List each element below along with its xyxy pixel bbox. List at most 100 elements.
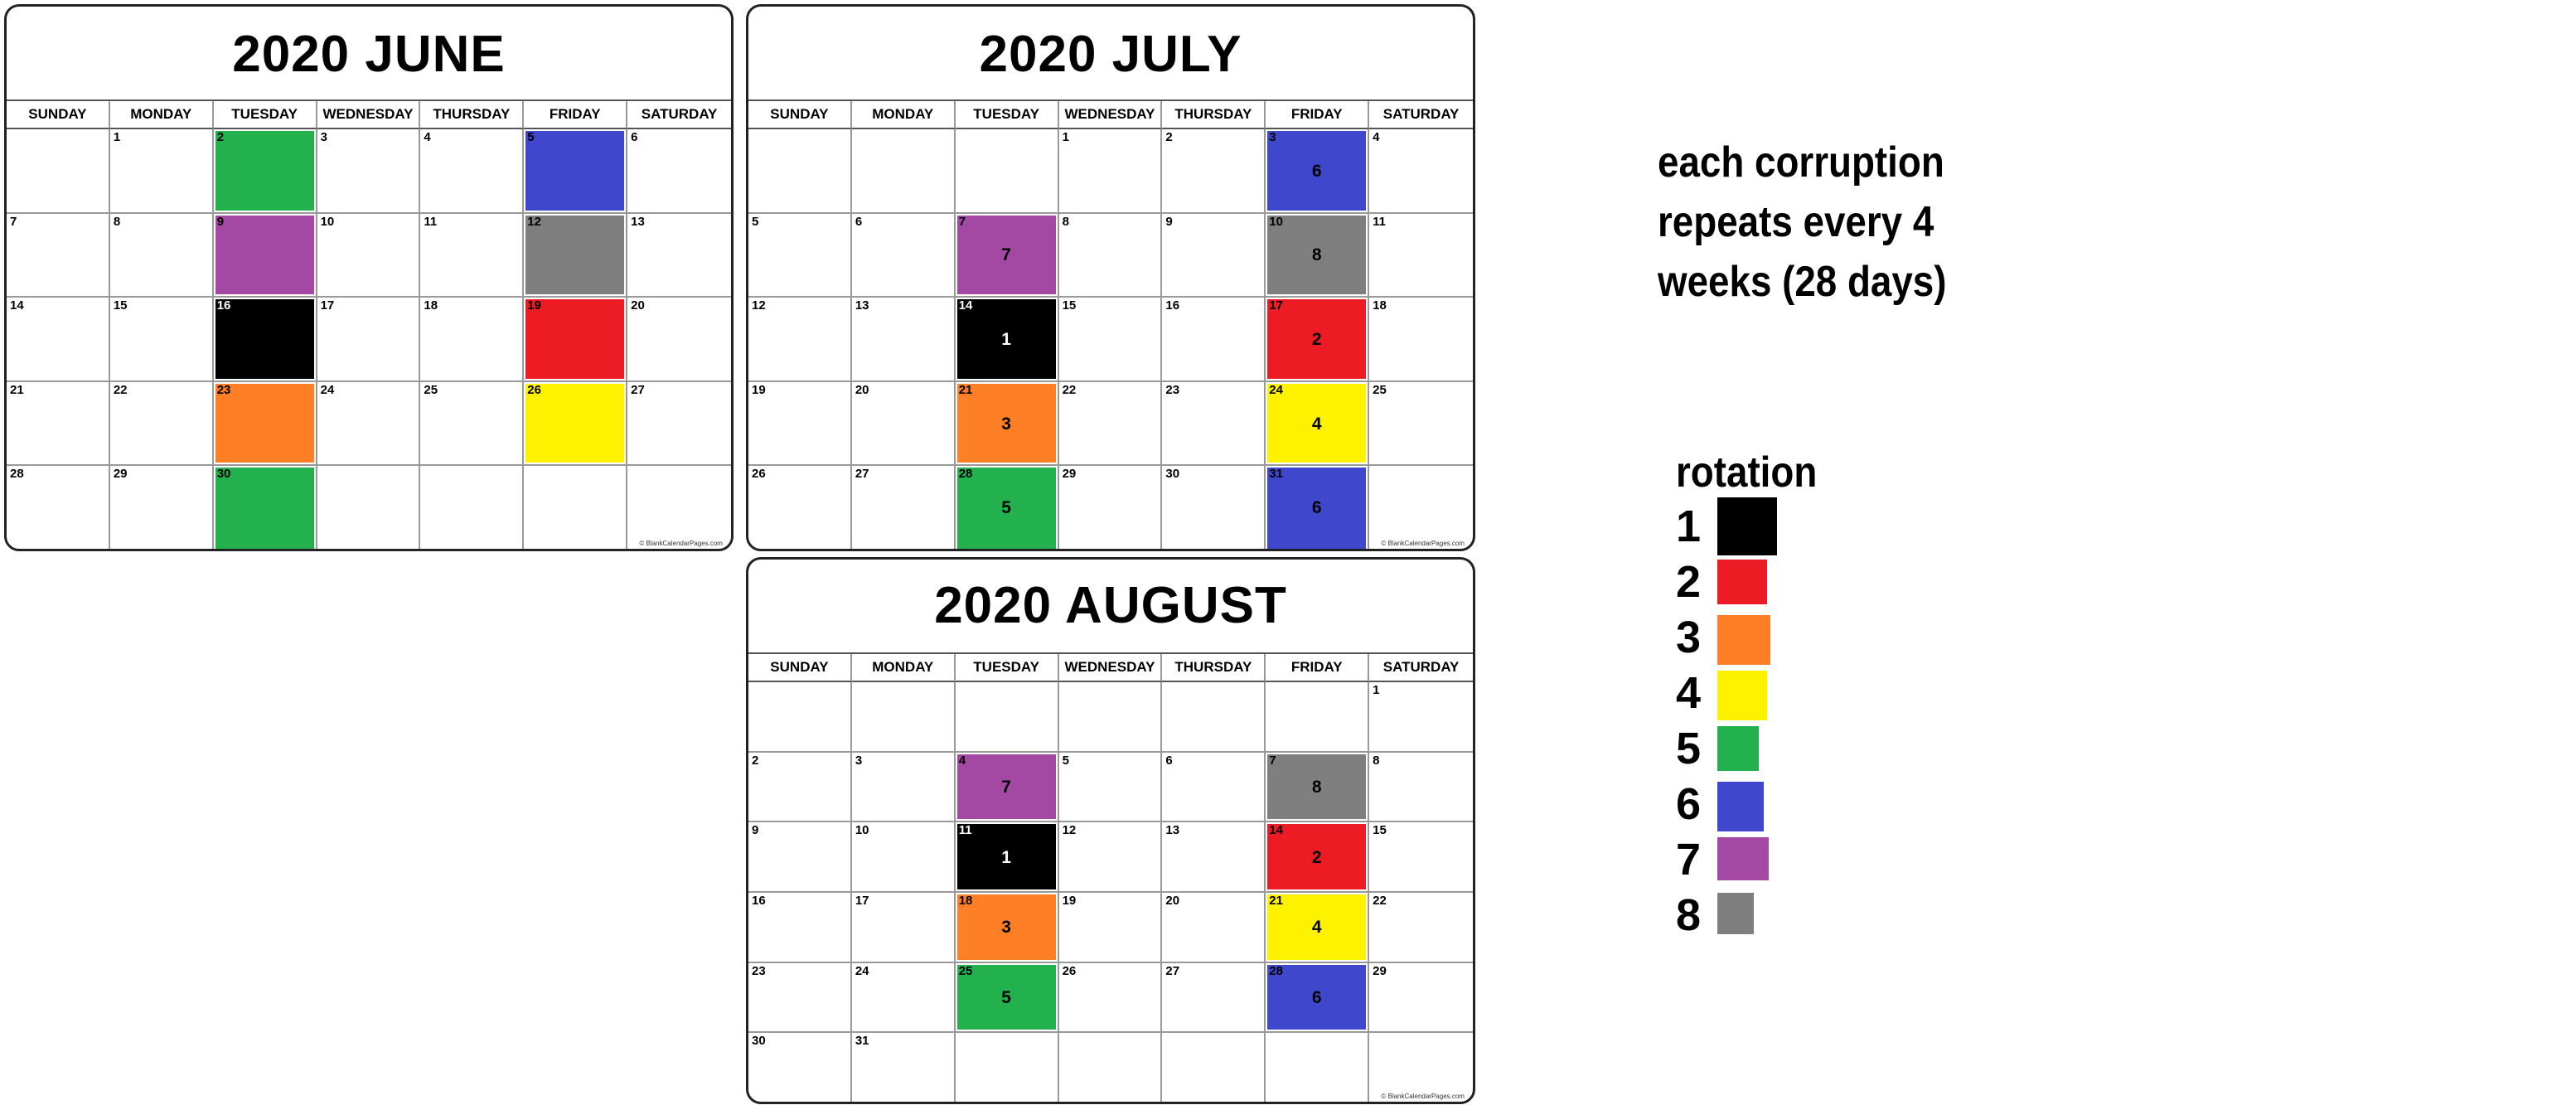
day-cell: 18 <box>420 298 525 382</box>
rotation-number: 5 <box>1001 987 1011 1007</box>
weekday-header: MONDAY <box>851 654 956 682</box>
day-cell: 11 <box>420 213 525 298</box>
day-number: 5 <box>527 130 535 144</box>
day-number: 31 <box>855 1034 869 1049</box>
weekday-header: FRIDAY <box>1266 654 1370 682</box>
day-cell: 28 <box>7 466 110 549</box>
day-cell <box>748 682 852 753</box>
day-cell: 31 <box>852 1033 956 1102</box>
day-cell: 8 <box>1369 753 1473 823</box>
weekday-header: SATURDAY <box>627 101 731 129</box>
rotation-number: 3 <box>1001 918 1011 938</box>
day-number: 24 <box>320 382 335 397</box>
day-number: 14 <box>958 298 973 313</box>
day-cell: © BlankCalendarPages.com <box>1369 1033 1473 1102</box>
day-cell: 16 <box>748 893 852 963</box>
day-cell: 16 <box>213 298 317 382</box>
day-cell: 22 <box>109 381 214 467</box>
weekday-header: FRIDAY <box>524 101 628 129</box>
legend-number: 1 <box>1676 502 1702 551</box>
day-number: 11 <box>424 214 438 229</box>
corruption-highlight <box>1267 468 1367 549</box>
day-cell <box>851 129 956 214</box>
day-cell: © BlankCalendarPages.com <box>1369 466 1473 549</box>
day-number: 6 <box>1165 753 1173 768</box>
day-cell <box>317 466 421 549</box>
legend-title: rotation <box>1676 448 1818 497</box>
rotation-number: 1 <box>1001 329 1011 349</box>
weekday-header: THURSDAY <box>1162 654 1266 682</box>
corruption-highlight <box>215 131 314 211</box>
corruption-highlight <box>1267 964 1367 1030</box>
day-number: 4 <box>958 753 966 768</box>
day-cell: 19 <box>524 298 628 382</box>
day-number: 3 <box>1269 130 1276 144</box>
day-cell: 5 <box>1058 752 1163 823</box>
corruption-highlight <box>956 215 1056 295</box>
corruption-highlight <box>215 468 314 549</box>
day-number: 7 <box>958 214 966 229</box>
note-line: each corruption <box>1658 138 1944 187</box>
day-number: 21 <box>10 382 24 397</box>
corruption-highlight <box>956 754 1056 820</box>
day-cell: 30 <box>1162 466 1266 549</box>
day-number: 1 <box>1373 683 1380 697</box>
day-number: 1 <box>113 130 121 144</box>
day-number: 6 <box>631 130 638 144</box>
day-number: 28 <box>10 467 24 482</box>
day-cell: 25 <box>420 381 525 467</box>
day-number: 25 <box>424 382 438 397</box>
day-number: 8 <box>113 214 121 229</box>
weekday-header: THURSDAY <box>420 101 525 129</box>
corruption-highlight <box>956 383 1056 463</box>
day-number: 10 <box>855 823 869 838</box>
rotation-number: 8 <box>1311 777 1322 797</box>
day-number: 5 <box>752 214 759 229</box>
day-number: 27 <box>631 382 645 397</box>
weekday-header: TUESDAY <box>955 101 1059 129</box>
day-cell: 22 <box>1058 381 1163 467</box>
day-cell: 14 <box>7 298 110 382</box>
day-cell: 6 <box>627 129 731 214</box>
day-number: 17 <box>1269 298 1283 313</box>
legend-swatch <box>1717 726 1759 771</box>
day-cell: 3 <box>317 129 421 214</box>
day-number: 16 <box>216 298 231 313</box>
day-cell: 30 <box>214 466 317 549</box>
day-cell: 3 21 <box>955 381 1059 467</box>
day-number: 28 <box>958 467 973 482</box>
day-cell: 4 <box>1369 129 1473 214</box>
day-number: 13 <box>1165 823 1180 838</box>
day-cell: 20 <box>1162 893 1266 963</box>
legend-number: 7 <box>1676 835 1702 884</box>
day-cell: 2 <box>213 129 317 214</box>
day-cell: 22 <box>1369 893 1473 963</box>
day-number: 9 <box>216 214 225 229</box>
day-cell: 10 <box>851 822 956 893</box>
day-number: 7 <box>10 214 17 229</box>
day-number: 19 <box>752 382 766 397</box>
day-number: 10 <box>1269 214 1283 229</box>
calendar-title: 2020 JULY <box>979 26 1242 83</box>
day-cell: 17 <box>851 893 956 963</box>
corruption-highlight <box>956 964 1056 1030</box>
day-cell: 12 <box>1058 822 1163 893</box>
rotation-number: 4 <box>1311 414 1322 434</box>
day-number: 29 <box>1373 963 1387 978</box>
corruption-highlight <box>1267 131 1367 211</box>
weekday-header: WEDNESDAY <box>1058 101 1163 129</box>
day-number: 20 <box>631 298 645 313</box>
day-cell: 4 21 <box>1266 893 1370 963</box>
day-number: 8 <box>1373 753 1380 768</box>
day-cell: 27 <box>852 466 956 549</box>
day-number: 22 <box>1062 382 1077 397</box>
day-number: 9 <box>1165 214 1173 229</box>
credit-text: © BlankCalendarPages.com <box>639 539 723 547</box>
day-cell: 15 <box>1058 298 1163 382</box>
day-cell <box>851 682 956 753</box>
weekday-header: MONDAY <box>109 101 214 129</box>
day-number: 26 <box>1062 963 1077 978</box>
day-cell: 1 <box>109 129 214 214</box>
